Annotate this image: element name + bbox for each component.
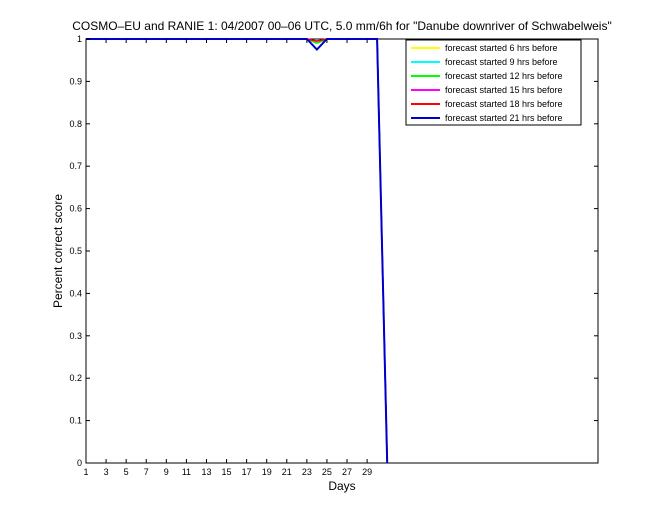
x-axis-label: Days: [328, 479, 355, 493]
y-tick-label: 0.8: [69, 119, 82, 129]
x-tick-label: 11: [182, 467, 191, 477]
y-tick-label: 1: [77, 34, 82, 44]
x-tick-label: 19: [262, 467, 272, 477]
x-tick-label: 17: [242, 467, 252, 477]
x-tick-label: 13: [201, 467, 211, 477]
y-tick-label: 0.7: [69, 161, 82, 171]
legend-label-2: forecast started 9 hrs before: [445, 57, 558, 67]
x-tick-label: 25: [322, 467, 332, 477]
x-tick-label: 1: [83, 467, 88, 477]
x-tick-label: 15: [222, 467, 232, 477]
x-ticks: 1 3 5 7 9 11 13 15 17 19 21 23 25 27 29: [83, 39, 372, 477]
y-tick-label: 0.9: [69, 76, 82, 86]
legend-label-3: forecast started 12 hrs before: [445, 71, 563, 81]
y-tick-label: 0.3: [69, 331, 82, 341]
y-tick-label: 0.6: [69, 204, 82, 214]
x-tick-label: 9: [164, 467, 169, 477]
x-tick-label: 27: [342, 467, 352, 477]
series-line-6: [86, 38, 389, 464]
y-tick-label: 0.5: [69, 246, 82, 256]
legend-label-6: forecast started 21 hrs before: [445, 113, 563, 123]
legend: forecast started 6 hrs before forecast st…: [405, 39, 582, 126]
legend-label-4: forecast started 15 hrs before: [445, 85, 563, 95]
legend-entries: forecast started 6 hrs before forecast st…: [411, 43, 563, 123]
x-tick-label: 7: [144, 467, 149, 477]
chart-title: COSMO–EU and RANIE 1: 04/2007 00–06 UTC,…: [72, 19, 611, 33]
legend-box: [405, 39, 582, 126]
x-tick-label: 23: [302, 467, 312, 477]
series-layer: [86, 38, 389, 464]
x-tick-label: 29: [362, 467, 372, 477]
y-tick-label: 0: [77, 458, 82, 468]
y-ticks: 0 0.1 0.2 0.3 0.4 0.5 0.6 0.7 0.8 0.9 1: [69, 34, 598, 468]
y-tick-label: 0.1: [69, 416, 82, 426]
x-tick-label: 21: [282, 467, 292, 477]
legend-label-1: forecast started 6 hrs before: [445, 43, 558, 53]
x-tick-label: 3: [104, 467, 109, 477]
legend-label-5: forecast started 18 hrs before: [445, 99, 563, 109]
y-tick-label: 0.2: [69, 373, 82, 383]
y-tick-label: 0.4: [69, 288, 82, 298]
y-axis-label: Percent correct score: [51, 194, 65, 308]
x-tick-label: 5: [124, 467, 129, 477]
